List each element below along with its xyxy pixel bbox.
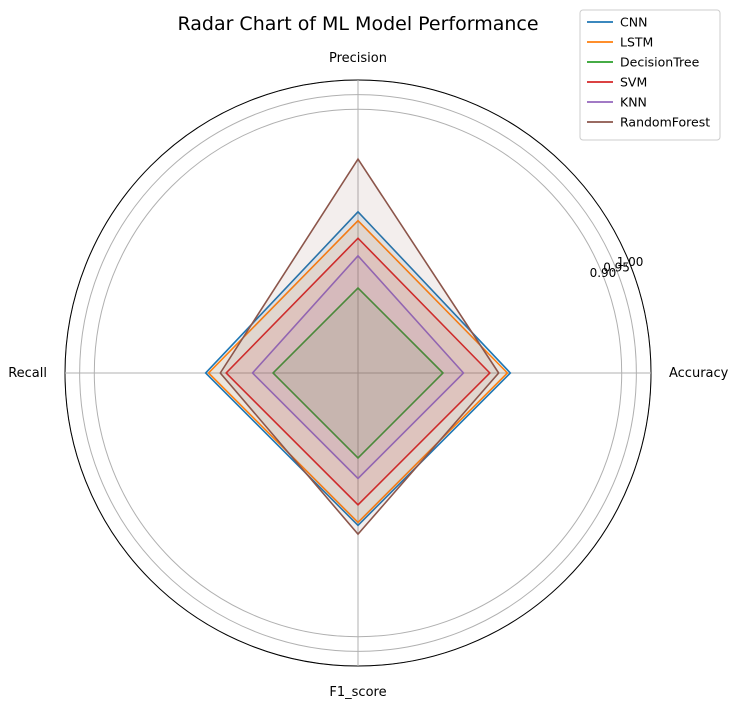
axis-label-f1_score: F1_score	[329, 685, 386, 700]
legend-label-cnn: CNN	[620, 15, 647, 30]
legend-label-lstm: LSTM	[620, 35, 653, 50]
series-line-lstm	[207, 219, 509, 524]
radial-tick-label-1: 0.95	[603, 261, 630, 275]
legend-box	[579, 9, 721, 141]
series-line-randomforest	[219, 157, 500, 536]
series-line-decisiontree	[271, 286, 445, 460]
radar-spokes	[65, 80, 651, 666]
axis-labels: Accuracy Precision Recall F1_score	[8, 51, 728, 700]
axis-label-precision: Precision	[329, 51, 387, 66]
series-fill-knn	[252, 255, 464, 479]
radial-tick-labels: 0.900.951.00	[590, 255, 644, 280]
series-layer	[204, 157, 512, 536]
axis-label-accuracy: Accuracy	[669, 366, 729, 381]
radial-tick-label-0: 0.90	[590, 266, 617, 280]
axis-label-recall: Recall	[8, 366, 47, 381]
legend-label-randomforest: RandomForest	[620, 115, 710, 130]
legend-label-svm: SVM	[620, 75, 647, 90]
series-line-knn	[251, 254, 465, 480]
legend: CNN LSTM DecisionTree SVM KNN RandomForest	[579, 9, 721, 141]
chart-title: Radar Chart of ML Model Performance	[177, 13, 538, 35]
radial-tick-label-2: 1.00	[617, 255, 644, 269]
legend-label-decisiontree: DecisionTree	[620, 55, 700, 70]
legend-label-knn: KNN	[620, 95, 647, 110]
series-line-cnn	[204, 210, 512, 527]
series-fill-randomforest	[220, 159, 499, 535]
series-line-svm	[225, 237, 491, 506]
